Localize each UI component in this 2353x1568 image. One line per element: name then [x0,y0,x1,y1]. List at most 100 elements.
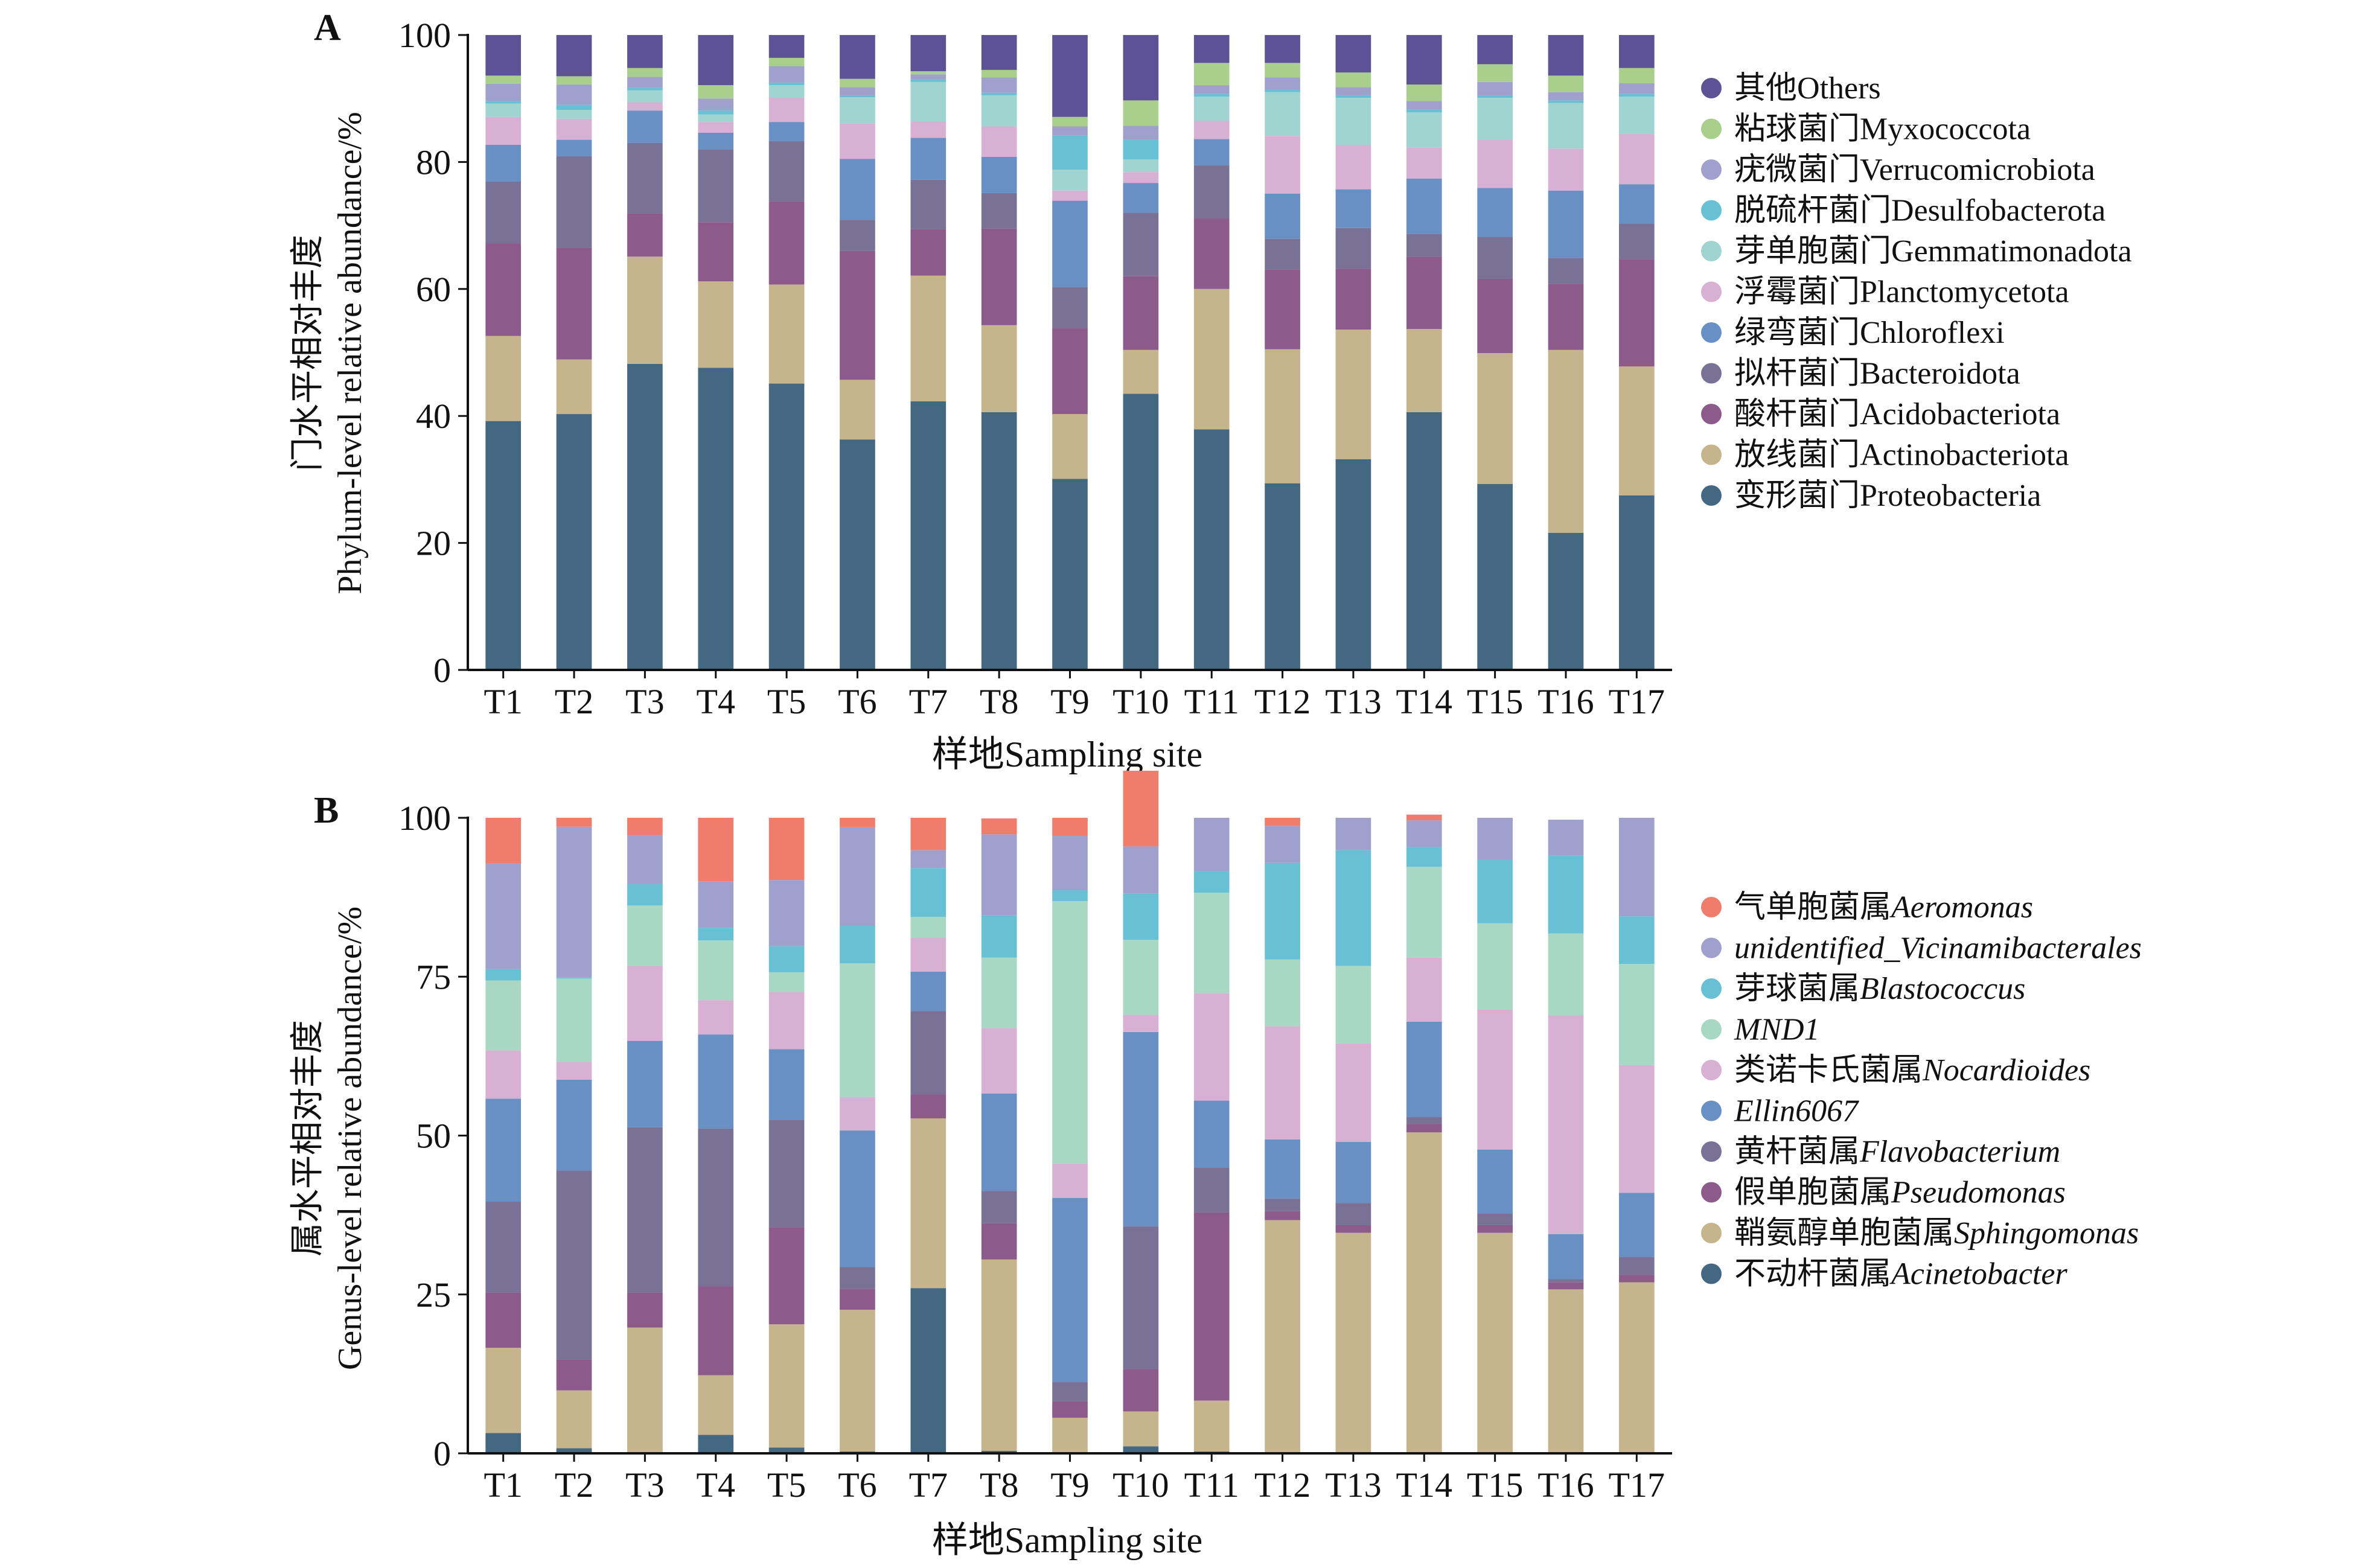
bar-segment-a-t10-acidobacteriota [1123,276,1159,350]
bar-segment-a-t4-bacteroidota [698,149,734,223]
bar-segment-b-t3-aeromonas [627,818,663,835]
bar-segment-a-t16-others [1548,35,1584,76]
bar-segment-b-t8-aeromonas [981,818,1017,835]
bar-segment-a-t6-verrucomicrobiota [840,87,875,95]
bar-segment-b-t4-blastococcus [698,928,734,941]
bar-segment-a-t3-myxococcota [627,68,663,77]
bar-segment-a-t3-others [627,35,663,68]
x-tick-label-a-t8: T8 [980,682,1018,721]
panel-a-letter: A [314,7,341,48]
bar-segment-a-t6-planctomycetota [840,123,875,159]
bar-segment-a-t4-acidobacteriota [698,222,734,282]
bar-segment-a-t16-actinobacteriota [1548,349,1584,533]
bar-segment-b-t10-blastococcus [1123,893,1159,940]
legend-swatch-b-acinetobacter [1701,1263,1722,1284]
bar-segment-b-t7-pseudomonas [910,1094,947,1119]
bar-segment-b-t2-unidentified-vicinamibacterales [556,826,592,978]
bar-segment-a-t15-myxococcota [1477,64,1513,82]
bar-segment-b-t5-pseudomonas [768,1227,805,1325]
bar-segment-a-t6-proteobacteria [840,439,875,670]
bar-segment-a-t12-bacteroidota [1265,238,1300,270]
bar-segment-a-t7-planctomycetota [910,121,947,138]
bar-segment-a-t16-desulfobacterota [1548,100,1584,103]
bar-segment-a-t10-planctomycetota [1123,172,1159,183]
bar-segment-a-t15-chloroflexi [1477,188,1513,237]
bar-segment-a-t9-planctomycetota [1052,190,1088,201]
bar-segment-b-t10-aeromonas [1123,771,1159,847]
bar-segment-b-t14-unidentified-vicinamibacterales [1406,820,1442,847]
bar-segment-a-t10-actinobacteriota [1123,349,1159,394]
bar-segment-a-t12-proteobacteria [1265,483,1300,670]
x-tick-label-a-t5: T5 [767,682,806,721]
legend-label-a-proteobacteria: 变形菌门Proteobacteria [1734,479,2041,513]
bar-segment-a-t1-myxococcota [485,75,522,84]
bar-segment-b-t2-blastococcus [556,977,592,979]
legend-label-a-desulfobacterota: 脱硫杆菌门Desulfobacterota [1734,194,2106,228]
bar-segment-a-t14-desulfobacterota [1406,109,1442,113]
bar-segment-a-t7-gemmatimonadota [910,81,947,122]
legend-label-a-others: 其他Others [1734,71,1881,106]
bar-segment-b-t8-nocardioides [981,1028,1017,1094]
bar-segment-a-t8-bacteroidota [981,193,1017,229]
bar-segment-a-t9-myxococcota [1052,116,1088,127]
bar-segment-a-t5-others [768,35,805,58]
bar-segment-b-t5-ellin6067 [768,1049,805,1120]
bar-segment-b-t8-flavobacterium [981,1191,1017,1223]
bar-segment-b-t10-unidentified-vicinamibacterales [1123,846,1159,894]
bar-segment-a-t9-proteobacteria [1052,479,1088,670]
panel-b-ylabel-cn: 属水平相对丰度 [289,1020,327,1257]
bar-segment-b-t9-aeromonas [1052,818,1088,836]
x-tick-label-a-t9: T9 [1050,682,1089,721]
bar-segment-a-t3-proteobacteria [627,363,663,670]
bar-segment-b-t17-nocardioides [1618,1065,1655,1193]
bar-segment-b-t3-sphingomonas [627,1327,663,1452]
bar-segment-b-t12-sphingomonas [1265,1220,1300,1452]
bar-segment-b-t10-ellin6067 [1123,1031,1159,1227]
bar-segment-b-t15-flavobacterium [1477,1214,1513,1225]
bar-segment-b-t11-sphingomonas [1193,1400,1230,1452]
bar-segment-a-t16-chloroflexi [1548,190,1584,258]
bar-segment-b-t11-flavobacterium [1193,1167,1230,1213]
x-tick-label-b-t3: T3 [625,1465,664,1505]
bar-segment-a-t17-acidobacteriota [1618,259,1655,367]
y-tick-label-a-80: 80 [416,142,451,182]
bar-segment-a-t11-proteobacteria [1193,429,1230,670]
bar-segment-b-t4-mnd1 [698,940,734,1001]
bar-segment-a-t12-gemmatimonadota [1265,92,1300,136]
bar-segment-b-t5-mnd1 [768,972,805,992]
bar-segment-a-t13-actinobacteriota [1335,330,1371,459]
bar-segment-a-t14-proteobacteria [1406,412,1442,670]
bar-segment-b-t5-nocardioides [768,992,805,1050]
bar-segment-a-t11-acidobacteriota [1193,218,1230,289]
bar-segment-b-t17-blastococcus [1618,916,1655,964]
bar-segment-a-t5-verrucomicrobiota [768,66,805,83]
x-tick-label-a-t14: T14 [1396,682,1452,721]
x-tick-label-b-t1: T1 [484,1465,522,1505]
legend-label-b-acinetobacter: 不动杆菌属Acinetobacter [1734,1257,2067,1292]
bar-segment-b-t17-flavobacterium [1618,1257,1655,1275]
bar-segment-b-t1-sphingomonas [485,1348,522,1433]
bar-segment-b-t11-blastococcus [1193,871,1230,893]
bar-segment-b-t11-mnd1 [1193,893,1230,993]
bar-segment-b-t9-sphingomonas [1052,1418,1088,1452]
bar-segment-b-t17-pseudomonas [1618,1275,1655,1283]
bar-segment-a-t12-actinobacteriota [1265,349,1300,483]
bar-segment-a-t7-acidobacteriota [910,229,947,276]
bar-segment-b-t6-flavobacterium [840,1267,875,1289]
bar-segment-a-t16-myxococcota [1548,75,1584,92]
bar-segment-b-t9-pseudomonas [1052,1401,1088,1418]
bar-segment-a-t15-planctomycetota [1477,139,1513,188]
bar-segment-a-t14-myxococcota [1406,84,1442,101]
bar-segment-a-t1-proteobacteria [485,421,522,670]
bar-segment-b-t6-blastococcus [840,926,875,964]
bar-segment-b-t7-aeromonas [910,818,947,850]
bar-segment-b-t1-ellin6067 [485,1098,522,1202]
bar-segment-a-t9-actinobacteriota [1052,414,1088,479]
bar-segment-b-t3-unidentified-vicinamibacterales [627,835,663,884]
bar-segment-b-t1-nocardioides [485,1050,522,1099]
bar-segment-b-t3-nocardioides [627,966,663,1041]
legend-label-b-unidentified-vicinamibacterales: unidentified_Vicinamibacterales [1734,931,2142,966]
legend-swatch-a-bacteroidota [1701,363,1722,384]
bar-segment-a-t5-gemmatimonadota [768,85,805,98]
